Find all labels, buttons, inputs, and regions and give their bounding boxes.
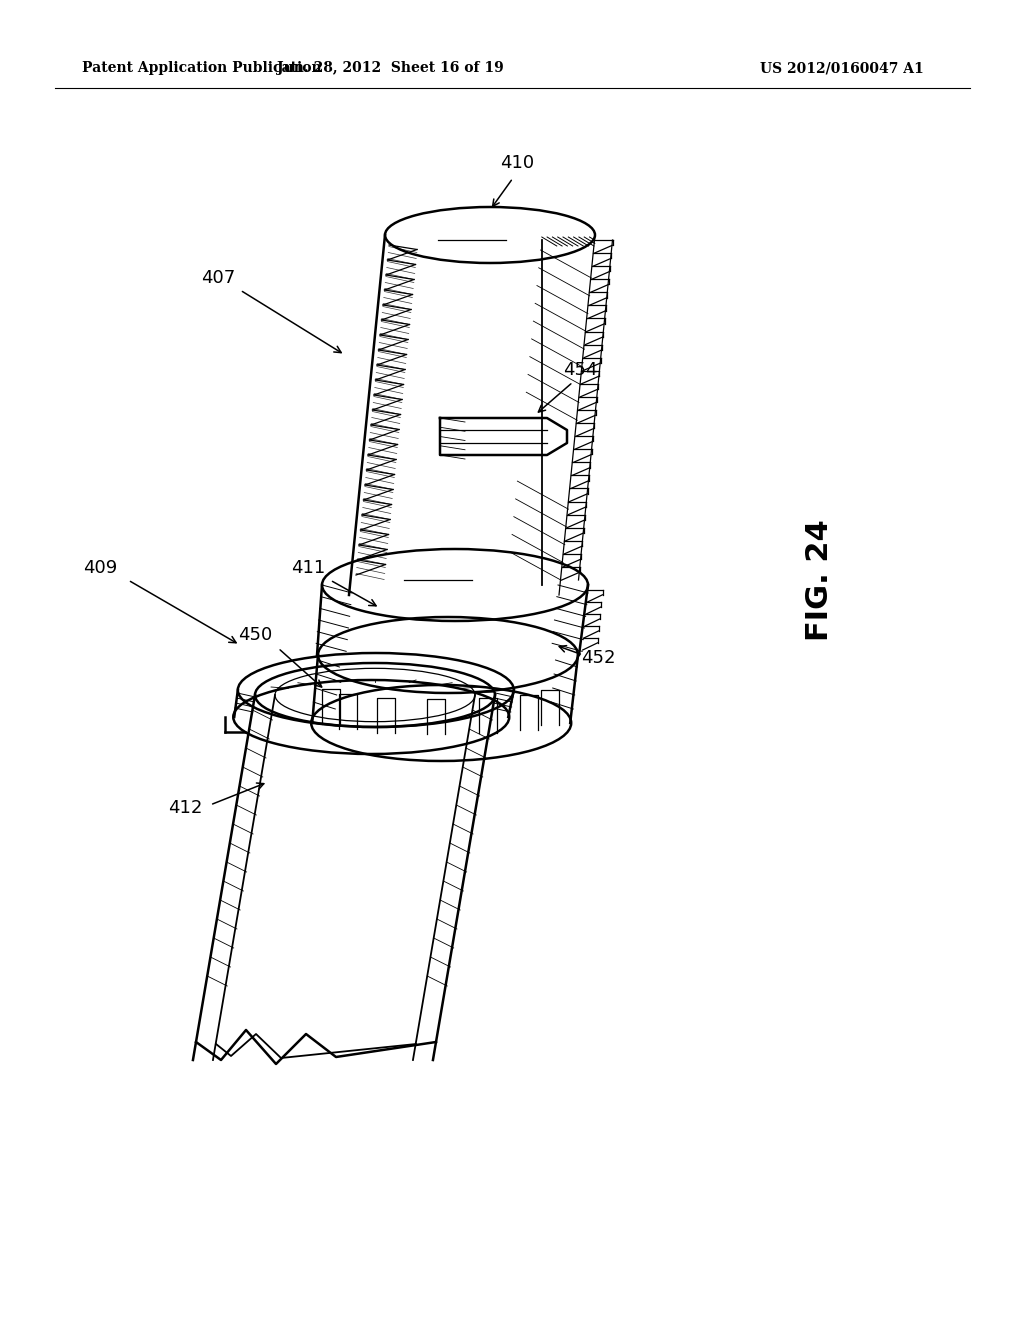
Text: 450: 450 — [238, 626, 272, 644]
Text: 410: 410 — [500, 154, 535, 172]
Text: 409: 409 — [83, 558, 117, 577]
Text: Jun. 28, 2012  Sheet 16 of 19: Jun. 28, 2012 Sheet 16 of 19 — [276, 61, 504, 75]
Text: Patent Application Publication: Patent Application Publication — [82, 61, 322, 75]
Text: US 2012/0160047 A1: US 2012/0160047 A1 — [760, 61, 924, 75]
Text: 411: 411 — [291, 558, 326, 577]
Text: 412: 412 — [168, 799, 202, 817]
Text: 452: 452 — [581, 649, 615, 667]
Text: 407: 407 — [201, 269, 236, 286]
Text: 454: 454 — [563, 360, 597, 379]
Text: FIG. 24: FIG. 24 — [806, 519, 835, 642]
